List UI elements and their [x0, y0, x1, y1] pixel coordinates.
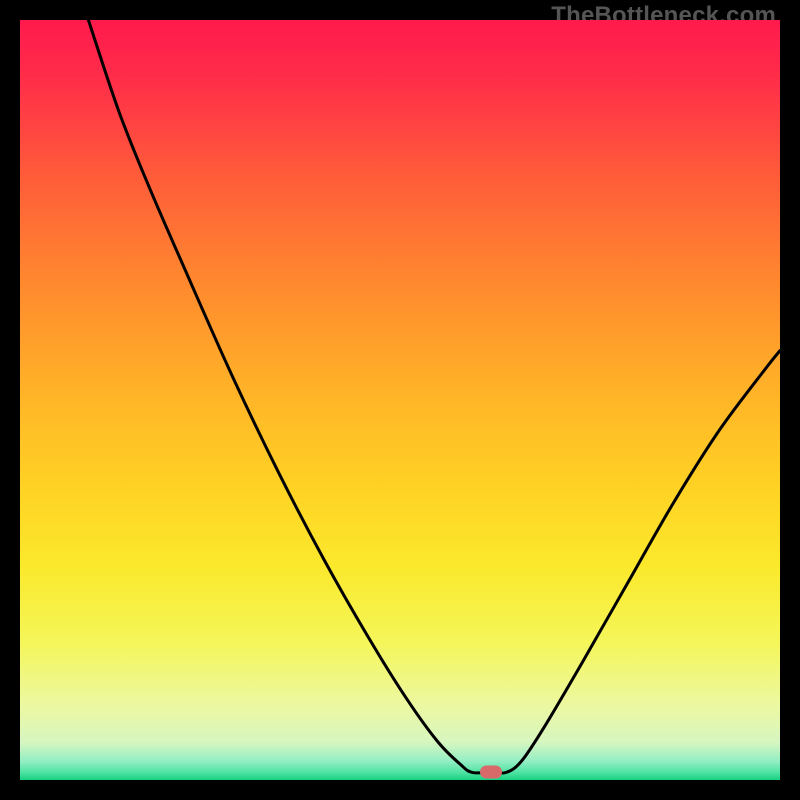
bottleneck-curve [20, 20, 780, 780]
chart-frame: TheBottleneck.com [0, 0, 800, 800]
optimal-point-marker [480, 766, 502, 779]
plot-area [20, 20, 780, 780]
